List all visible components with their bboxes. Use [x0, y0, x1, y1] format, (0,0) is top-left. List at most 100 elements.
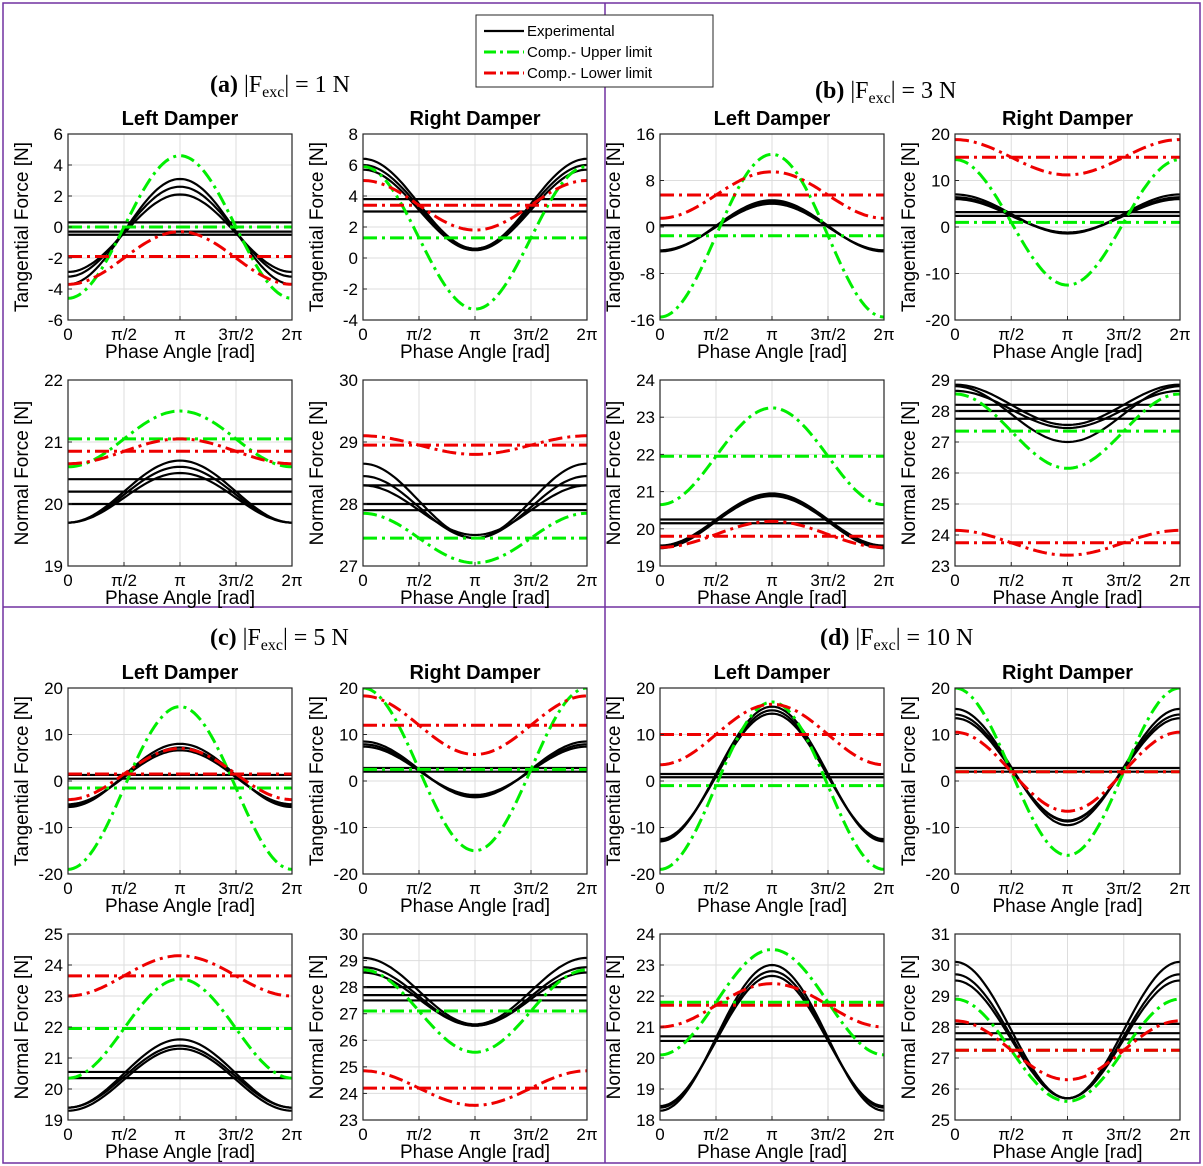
x-tick-label: π: [174, 571, 186, 590]
x-tick-label: 3π/2: [513, 571, 548, 590]
panel-eq-prefix: |F: [844, 78, 868, 104]
series-exp-1: [363, 743, 587, 798]
y-tick-label: -10: [333, 819, 358, 838]
y-tick-label: 6: [349, 156, 358, 175]
x-tick-label: π/2: [111, 879, 137, 898]
x-axis-label: Phase Angle [rad]: [400, 896, 550, 917]
x-tick-label: 0: [655, 1125, 664, 1144]
series-exp-2: [955, 198, 1180, 234]
x-tick-label: 0: [63, 879, 72, 898]
y-tick-label: 22: [44, 1018, 63, 1037]
y-tick-label: -10: [925, 819, 950, 838]
y-tick-label: 25: [339, 1058, 358, 1077]
x-tick-label: 2π: [873, 571, 894, 590]
x-tick-label: 2π: [281, 571, 302, 590]
x-tick-label: 0: [655, 571, 664, 590]
series-exp-2: [68, 193, 292, 273]
series-upper-5: [955, 688, 1180, 857]
panel-label: (b): [815, 78, 844, 104]
x-tick-label: 2π: [576, 879, 597, 898]
series-lower-8: [955, 528, 1180, 557]
x-tick-label: π/2: [406, 879, 432, 898]
x-tick-label: 3π/2: [513, 1125, 548, 1144]
x-tick-label: π: [766, 325, 778, 344]
series-lower-7: [363, 694, 587, 757]
y-tick-label: -20: [333, 865, 358, 884]
subplot-8: 23 24 25 26 27 28 29 0 π/2 π 3π/2 2π Phase Angle [ra…: [899, 371, 1191, 609]
series-lower-7: [68, 954, 292, 998]
series-exp-2: [363, 484, 587, 537]
series-exp-2: [68, 749, 292, 806]
panel-eq-prefix: |F: [237, 625, 261, 651]
x-axis-label: Phase Angle [rad]: [105, 588, 255, 609]
x-tick-label: 2π: [873, 325, 894, 344]
panel-header-a: (a) |Fexc| = 1 N: [210, 72, 350, 101]
x-tick-label: 2π: [576, 571, 597, 590]
y-tick-label: 6: [54, 125, 63, 144]
y-tick-label: -20: [38, 865, 63, 884]
x-tick-label: 3π/2: [1106, 325, 1141, 344]
subplot-title: Left Damper: [714, 108, 831, 130]
series-upper-5: [68, 705, 292, 871]
y-tick-label: 10: [931, 172, 950, 191]
y-tick-label: 0: [54, 772, 63, 791]
y-axis-label: Normal Force [N]: [604, 955, 625, 1100]
x-tick-label: 2π: [576, 325, 597, 344]
y-tick-label: 31: [931, 925, 950, 944]
x-tick-label: π: [766, 1125, 778, 1144]
series-exp-2: [660, 495, 884, 548]
panel-title: (c) |Fexc| = 5 N: [210, 625, 349, 654]
series-exp-2: [660, 202, 884, 252]
series-exp-0: [68, 459, 292, 524]
panel-title: (d) |Fexc| = 10 N: [820, 625, 973, 654]
subplot-11: 19 20 21 22 23 24 25 0 π/2 π 3π/2 2π Phase Angle [ra…: [12, 925, 303, 1163]
series-exp-0: [955, 383, 1180, 426]
series-exp-2: [955, 979, 1180, 1100]
y-tick-label: -2: [48, 249, 63, 268]
x-tick-label: 2π: [576, 1125, 597, 1144]
y-tick-label: 29: [931, 371, 950, 390]
y-tick-label: 2: [54, 187, 63, 206]
series-exp-2: [363, 971, 587, 1027]
y-tick-label: 27: [931, 1049, 950, 1068]
x-tick-label: π: [1062, 325, 1074, 344]
x-tick-label: π/2: [111, 325, 137, 344]
x-tick-label: π/2: [111, 571, 137, 590]
x-tick-label: π/2: [998, 571, 1024, 590]
subplot-title: Left Damper: [714, 662, 831, 684]
x-axis-label: Phase Angle [rad]: [400, 588, 550, 609]
subplot-3: 19 20 21 22 0 π/2 π 3π/2 2π Phase Angle [rad] Norm…: [12, 371, 303, 609]
series-upper-6: [363, 968, 587, 1054]
y-tick-label: 20: [931, 125, 950, 144]
y-tick-label: 0: [646, 218, 655, 237]
series-lower-7: [955, 730, 1180, 813]
x-tick-label: 0: [950, 1125, 959, 1144]
panel-title: (b) |Fexc| = 3 N: [815, 78, 956, 107]
x-tick-label: π/2: [703, 1125, 729, 1144]
y-tick-label: 20: [636, 520, 655, 539]
y-axis-label: Tangential Force [N]: [899, 142, 920, 312]
subplot-2: -4 -2 0 2 4 6 8 0 π/2 π 3π/2 2π Phase Angle [rad] Tan…: [307, 108, 598, 363]
subplot-title: Right Damper: [409, 108, 540, 130]
y-axis-label: Tangential Force [N]: [899, 696, 920, 866]
x-tick-label: 3π/2: [1106, 1125, 1141, 1144]
y-tick-label: 0: [54, 218, 63, 237]
x-tick-label: 3π/2: [513, 879, 548, 898]
x-tick-label: π: [1062, 1125, 1074, 1144]
y-tick-label: 28: [339, 495, 358, 514]
y-tick-label: 0: [646, 772, 655, 791]
y-tick-label: 19: [44, 1111, 63, 1130]
series-upper-5: [363, 688, 587, 853]
x-axis-label: Phase Angle [rad]: [993, 588, 1143, 609]
x-axis-label: Phase Angle [rad]: [697, 342, 847, 363]
x-tick-label: 0: [358, 571, 367, 590]
y-tick-label: 23: [339, 1111, 358, 1130]
x-tick-label: π/2: [406, 325, 432, 344]
x-tick-label: π: [469, 325, 481, 344]
series-upper-6: [955, 392, 1180, 470]
y-tick-label: 27: [931, 433, 950, 452]
series-exp-2: [660, 712, 884, 841]
series-upper-6: [955, 997, 1180, 1103]
panel-eq-suffix: | = 3 N: [891, 78, 957, 104]
x-tick-label: 0: [655, 325, 664, 344]
